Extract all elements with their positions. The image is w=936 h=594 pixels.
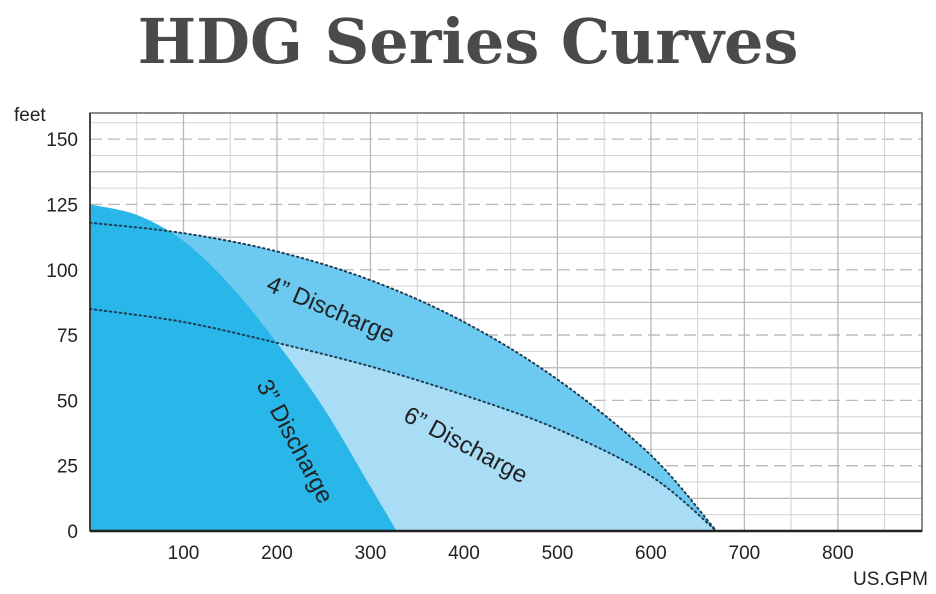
axes [89, 112, 923, 533]
y-tick-label: 150 [46, 130, 78, 151]
x-tick-label: 400 [448, 543, 480, 564]
y-tick-label: 75 [57, 326, 78, 347]
x-tick-label: 100 [168, 543, 200, 564]
x-tick-label: 300 [355, 543, 387, 564]
area-3-inch [90, 204, 397, 531]
curve-lines [89, 221, 718, 532]
x-axis-label: US.GPM [853, 569, 928, 590]
y-axis-label: feet [14, 105, 46, 126]
y-tick-label: 50 [57, 391, 78, 412]
x-tick-label: 500 [542, 543, 574, 564]
y-tick-label: 100 [46, 261, 78, 282]
y-tick-label: 0 [67, 522, 78, 543]
x-tick-label: 600 [635, 543, 667, 564]
x-tick-label: 200 [261, 543, 293, 564]
tick-labels: 0 25 50 75 100 125 150 100 200 300 400 500 600 700 800 [46, 130, 853, 564]
curve-line-4-inch [89, 221, 718, 532]
x-tick-label: 800 [822, 543, 854, 564]
curve-line-6-inch [89, 307, 718, 532]
y-tick-label: 125 [46, 195, 78, 216]
chart-title: HDG Series Curves [137, 5, 799, 78]
x-tick-label: 700 [729, 543, 761, 564]
y-tick-label: 25 [57, 457, 78, 478]
